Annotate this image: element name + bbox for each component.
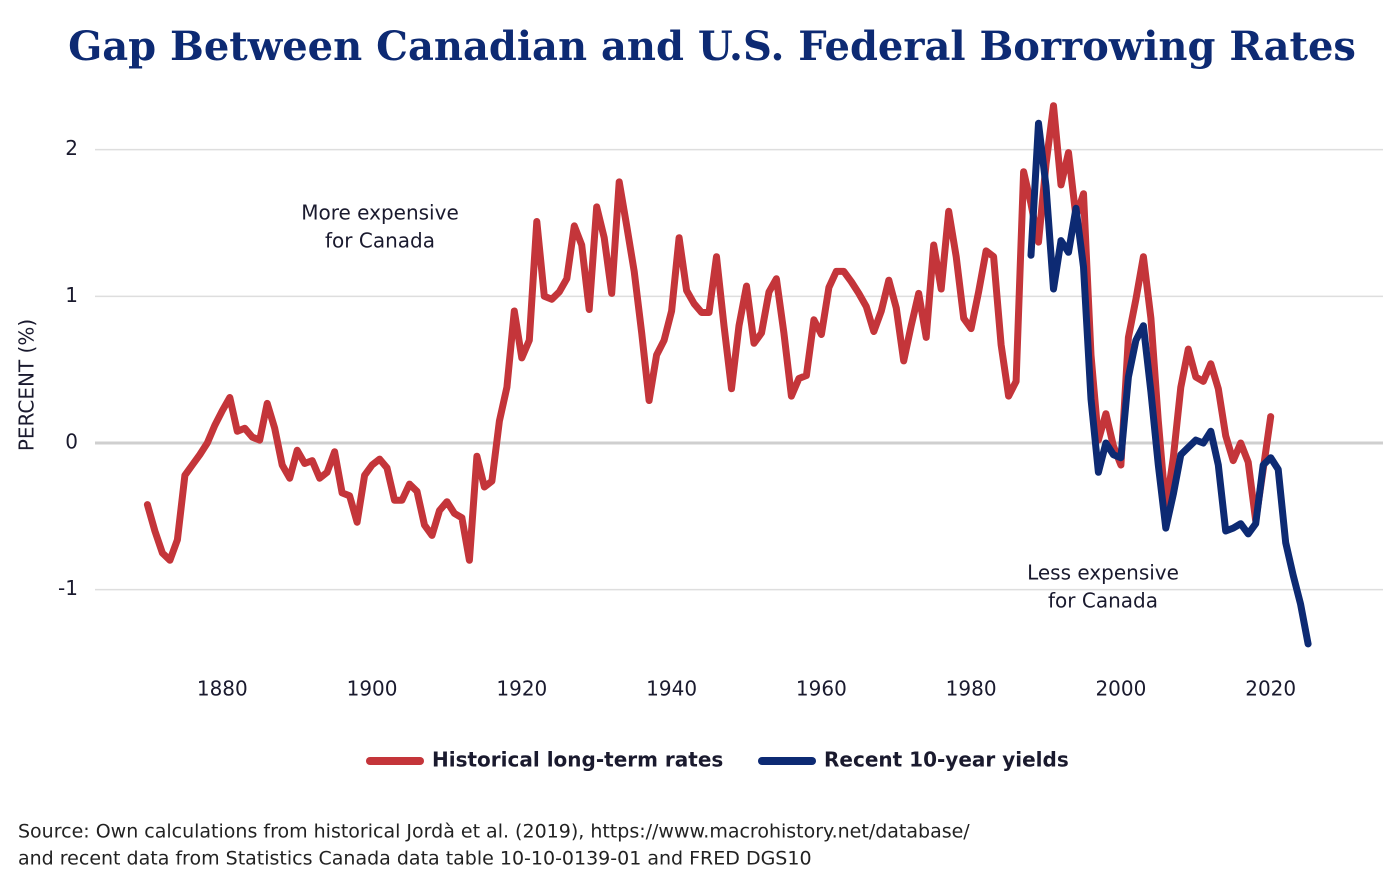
x-tick-label: 2020 xyxy=(1245,677,1296,701)
x-tick-label: 1980 xyxy=(946,677,997,701)
y-tick-label: 2 xyxy=(65,136,78,160)
y-tick-label: 1 xyxy=(65,283,78,307)
x-tick-label: 2000 xyxy=(1095,677,1146,701)
annotation: Less expensive xyxy=(1027,561,1179,585)
annotation: for Canada xyxy=(1048,589,1158,613)
y-tick-label: 0 xyxy=(65,430,78,454)
x-tick-label: 1960 xyxy=(796,677,847,701)
y-axis-label: PERCENT (%) xyxy=(15,319,39,451)
source-note: Source: Own calculations from historical… xyxy=(18,821,970,843)
x-tick-label: 1900 xyxy=(347,677,398,701)
annotation: for Canada xyxy=(325,229,435,253)
legend-label: Recent 10-year yields xyxy=(824,748,1069,772)
source-note: and recent data from Statistics Canada d… xyxy=(18,848,812,870)
x-tick-label: 1920 xyxy=(496,677,547,701)
legend-label: Historical long-term rates xyxy=(432,748,723,772)
y-tick-label: -1 xyxy=(58,576,78,600)
x-tick-label: 1940 xyxy=(646,677,697,701)
chart-title: Gap Between Canadian and U.S. Federal Bo… xyxy=(68,23,1356,70)
x-tick-label: 1880 xyxy=(197,677,248,701)
data-line xyxy=(143,102,1275,564)
annotation: More expensive xyxy=(301,201,459,225)
data-line xyxy=(1027,119,1312,648)
